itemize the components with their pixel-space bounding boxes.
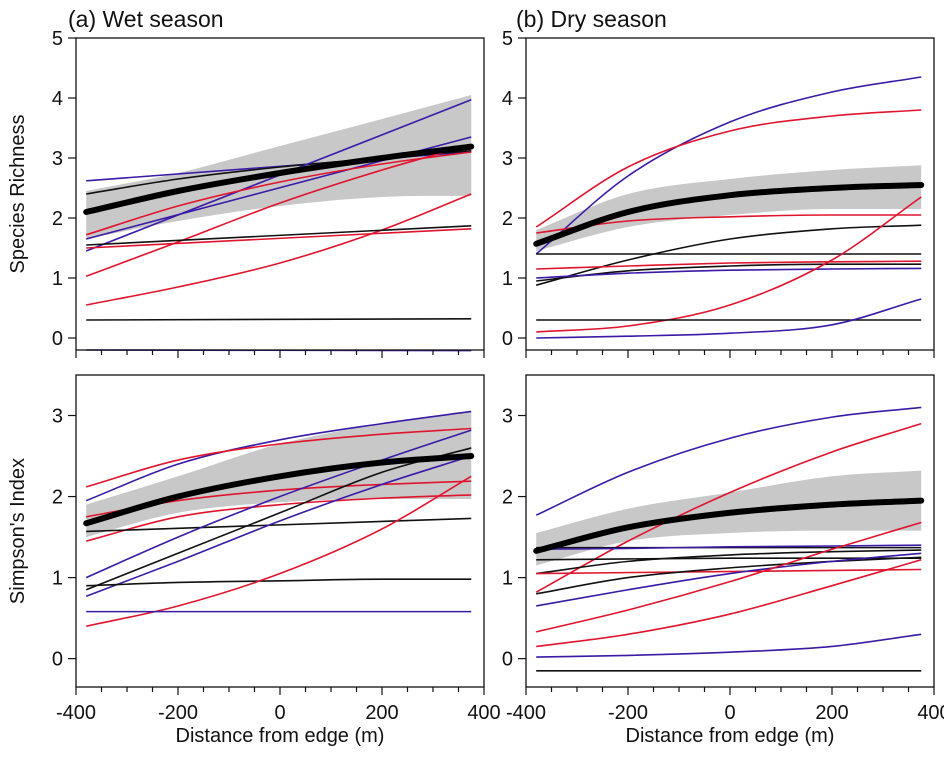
- series-line-6: [536, 557, 922, 561]
- series-line-1: [85, 410, 472, 502]
- panel-4: 0 1 2 3 -400 -200 0 200 400 Distance from edge (m…: [502, 374, 944, 747]
- y-axis-label: Species Richness: [7, 115, 29, 274]
- y-tick-label: 0: [52, 649, 63, 671]
- x-axis-label: Distance from edge (m): [176, 725, 385, 747]
- series-line-5: [85, 151, 472, 236]
- y-tick-label: 5: [52, 28, 63, 50]
- series-line-9: [536, 196, 922, 333]
- series-line-6: [85, 429, 472, 579]
- y-tick-label: 4: [502, 88, 513, 110]
- series-line-8: [536, 267, 922, 279]
- y-tick-label: 2: [52, 208, 63, 230]
- panel-2: 0 1 2 3 4 5(b) Dry season: [502, 6, 935, 358]
- y-tick-label: 2: [502, 208, 513, 230]
- series-line-8: [86, 225, 472, 246]
- x-tick-label: 200: [815, 702, 848, 724]
- series-line-2: [535, 422, 922, 593]
- y-tick-label: 0: [502, 328, 513, 350]
- y-tick-label: 3: [52, 148, 63, 170]
- series-line-6: [85, 144, 472, 277]
- series-line-7: [86, 193, 472, 306]
- y-tick-label: 1: [52, 568, 63, 590]
- y-tick-label: 3: [502, 406, 513, 428]
- series-line-4: [536, 544, 922, 551]
- mean-line: [83, 143, 475, 215]
- series-line-7: [536, 263, 922, 282]
- panel-title: (b) Dry season: [516, 6, 667, 32]
- x-tick-label: -400: [56, 702, 96, 724]
- confidence-band: [536, 470, 922, 566]
- series-line-10: [536, 521, 922, 633]
- x-tick-label: 400: [467, 702, 500, 724]
- y-tick-label: 1: [52, 268, 63, 290]
- x-tick-label: -200: [608, 702, 648, 724]
- series-line-2: [535, 109, 922, 228]
- series-line-1: [535, 406, 922, 516]
- y-tick-label: 0: [52, 328, 63, 350]
- series-line-7: [85, 447, 472, 591]
- x-tick-label: -400: [506, 702, 546, 724]
- series-line-6: [536, 260, 922, 270]
- series-line-10: [86, 318, 472, 321]
- y-tick-label: 0: [502, 649, 513, 671]
- panel-title: (a) Wet season: [68, 6, 224, 32]
- series-line-3: [536, 214, 922, 234]
- series-line-5: [536, 549, 922, 575]
- x-tick-label: 0: [724, 702, 735, 724]
- mean-line: [533, 182, 925, 247]
- series-line-5: [86, 517, 472, 533]
- series-line-12: [536, 633, 922, 658]
- y-tick-label: 3: [502, 148, 513, 170]
- y-tick-label: 3: [52, 406, 63, 428]
- confidence-band: [536, 165, 922, 251]
- series-line-2: [85, 427, 472, 488]
- y-tick-label: 5: [502, 28, 513, 50]
- series-line-9: [86, 228, 472, 249]
- series-line-4: [85, 494, 472, 542]
- series-line-1: [535, 76, 922, 255]
- x-tick-label: 400: [917, 702, 944, 724]
- series-line-11: [536, 298, 922, 339]
- x-tick-label: -200: [158, 702, 198, 724]
- panel-3: 0 1 2 3 -400 -200 0 200 400 Distance from edge (m…: [7, 374, 501, 747]
- series-line-9: [86, 578, 472, 587]
- series-line-8: [85, 455, 472, 597]
- series-line-7: [536, 568, 922, 575]
- y-axis-label: Simpson's Index: [7, 458, 29, 604]
- y-tick-label: 2: [502, 487, 513, 509]
- y-tick-label: 1: [502, 268, 513, 290]
- series-line-11: [536, 559, 922, 648]
- series-line-8: [536, 556, 922, 595]
- x-tick-label: 0: [274, 702, 285, 724]
- mean-line: [533, 497, 925, 554]
- y-tick-label: 4: [52, 88, 63, 110]
- y-tick-label: 1: [502, 568, 513, 590]
- x-axis-label: Distance from edge (m): [626, 725, 835, 747]
- y-tick-label: 2: [52, 487, 63, 509]
- series-line-9: [536, 552, 922, 607]
- x-tick-label: 200: [365, 702, 398, 724]
- mean-line: [83, 453, 475, 527]
- panel-1: 0 1 2 3 4 5(a) Wet season Species Richness: [7, 6, 485, 358]
